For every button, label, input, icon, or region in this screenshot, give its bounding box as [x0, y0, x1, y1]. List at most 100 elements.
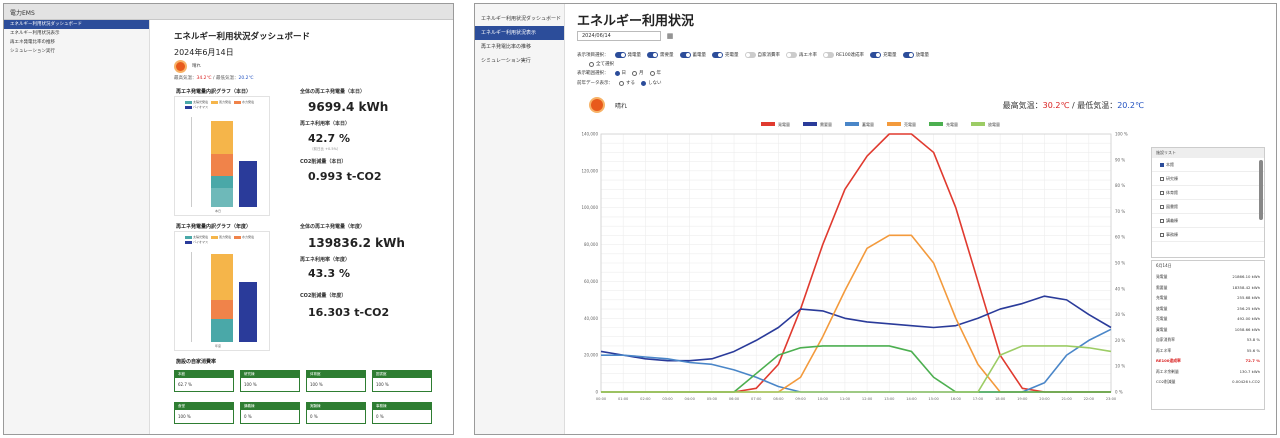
display-toggle[interactable]: 蓄電量	[679, 52, 706, 58]
checkbox[interactable]	[1160, 163, 1164, 167]
rate-card: 実験棟 0 %	[306, 402, 366, 424]
sun-icon	[176, 62, 185, 71]
display-toggle[interactable]: 発電量	[614, 52, 641, 58]
y2-tick-label: 50 %	[1115, 261, 1125, 266]
yearly-stack-bar	[211, 254, 233, 342]
series-line	[601, 345, 1112, 393]
toggle-switch[interactable]	[712, 52, 723, 58]
temp-high: 30.2℃	[1042, 101, 1070, 110]
display-toggle[interactable]: 需要量	[647, 52, 674, 58]
display-toggle[interactable]: 再エネ率	[786, 52, 817, 58]
toggle-switch[interactable]	[679, 52, 691, 58]
rate-card: 研究棟 100 %	[240, 370, 300, 392]
facility-list-scrollbar[interactable]	[1259, 160, 1263, 220]
daily-legend: 太陽光発電 風力発電 水力発電 バイオマス	[185, 100, 265, 109]
range-year-radio[interactable]	[649, 70, 655, 76]
summary-row: 放電量 256.25 kWh	[1156, 304, 1260, 315]
facility-list-item[interactable]: 事務棟	[1152, 228, 1264, 242]
sidebar-item-ratio[interactable]: 再エネ発電比率の推移	[10, 40, 55, 45]
summary-value: 492.00 kWh	[1237, 316, 1260, 321]
checkbox[interactable]	[1160, 191, 1164, 195]
usage-window: エネルギー利用状況ダッシュボード エネルギー利用状況表示 再エネ発電比率の推移 …	[474, 3, 1277, 435]
series-line	[601, 345, 1111, 393]
display-toggle[interactable]: 売電量	[712, 52, 739, 58]
rate-card-name: 事務棟	[373, 403, 431, 410]
sidebar-item-usage[interactable]: エネルギー利用状況表示	[10, 31, 60, 36]
range-month-radio[interactable]	[632, 70, 637, 76]
summary-key: 発電量	[1156, 274, 1168, 279]
facility-list-item[interactable]: 講義棟	[1152, 214, 1264, 228]
sidebar-item-dashboard[interactable]: エネルギー利用状況ダッシュボード	[481, 16, 562, 22]
range-day-radio[interactable]	[614, 70, 620, 76]
toggle-label: 再エネ率	[799, 53, 817, 58]
daily-co2-label: CO2削減量（本日）	[300, 159, 347, 165]
facility-list: 施設リスト 本館 研究棟 体育館 図書館 講義棟 事務棟	[1151, 147, 1265, 258]
summary-value: 55.6 %	[1246, 347, 1260, 353]
daily-chart-title: 再エネ発電量内訳グラフ（本日）	[176, 89, 252, 95]
summary-row: 売電量 492.00 kWh	[1156, 314, 1260, 325]
rate-card-name: 研究棟	[241, 371, 299, 378]
display-toggle[interactable]: 自家消費率	[744, 52, 780, 58]
x-tick-label: 13:00	[884, 397, 895, 401]
rate-card-value: 100 %	[244, 382, 257, 387]
sidebar-item-dashboard[interactable]: エネルギー利用状況ダッシュボード	[4, 20, 149, 29]
rate-card-name: 本館	[175, 371, 233, 378]
sidebar-item-usage[interactable]: エネルギー利用状況表示	[475, 26, 564, 40]
summary-row: 再エネ余剰量 130.7 kWh	[1156, 367, 1260, 378]
y-tick-label: 40,000	[584, 316, 598, 321]
toggle-switch[interactable]	[647, 52, 658, 58]
checkbox[interactable]	[1160, 177, 1164, 181]
display-toggle[interactable]: 充電量	[870, 52, 897, 58]
prev-year-off-radio[interactable]	[641, 80, 646, 86]
x-tick-label: 21:00	[1061, 397, 1072, 401]
legend-swatch	[845, 122, 859, 126]
calendar-icon[interactable]: ▦	[666, 32, 674, 40]
rate-card-value: 0 %	[376, 414, 384, 419]
date-input[interactable]: 2024/06/14	[577, 31, 661, 41]
display-toggle[interactable]: RE100達成率	[823, 52, 864, 58]
daily-total-bar	[239, 161, 257, 207]
x-tick-label: 19:00	[1017, 397, 1028, 401]
prev-year-on-radio[interactable]	[619, 80, 624, 86]
checkbox[interactable]	[1160, 219, 1164, 223]
toggle-switch[interactable]	[823, 52, 834, 58]
daily-co2-value: 0.993 t-CO2	[308, 170, 382, 183]
facility-list-item[interactable]: 図書館	[1152, 200, 1264, 214]
sidebar: エネルギー利用状況ダッシュボード エネルギー利用状況表示 再エネ発電比率の推移 …	[4, 20, 150, 434]
summary-row: 発電量 21866.10 kWh	[1156, 272, 1260, 283]
facility-list-item[interactable]: 体育館	[1152, 186, 1264, 200]
toggle-switch[interactable]	[870, 52, 882, 58]
summary-value: 256.25 kWh	[1237, 305, 1260, 311]
toggle-switch[interactable]	[786, 52, 797, 58]
facility-list-item[interactable]: 研究棟	[1152, 172, 1264, 186]
summary-panel: 6月14日 発電量 21866.10 kWh 需要量 18358.42 kWh 充電量 2…	[1151, 260, 1265, 410]
sidebar-item-simulation[interactable]: シミュレーション実行	[10, 49, 55, 54]
x-tick-label: 12:00	[862, 397, 873, 401]
toggle-switch[interactable]	[744, 52, 756, 58]
rate-card: 講義棟 0 %	[240, 402, 300, 424]
temperature-readout: 最高気温：34.2℃ / 最低気温：20.2℃	[174, 76, 254, 81]
x-tick-label: 20:00	[1039, 397, 1050, 401]
checkbox[interactable]	[1160, 233, 1164, 237]
summary-key: 充電量	[1156, 295, 1168, 300]
select-all-checkbox[interactable]	[589, 61, 594, 67]
summary-value: 21866.10 kWh	[1232, 274, 1260, 279]
toggle-switch[interactable]	[614, 52, 626, 58]
display-toggle[interactable]: 放電量	[902, 52, 929, 58]
x-tick-label: 02:00	[640, 397, 651, 401]
rate-card-name: 図書館	[373, 371, 431, 378]
sidebar-item-simulation[interactable]: シミュレーション実行	[481, 58, 531, 64]
yearly-legend: 太陽光発電 風力発電 水力発電 バイオマス	[185, 235, 265, 244]
legend-label: 売電量	[904, 121, 916, 127]
facility-list-item[interactable]: 本館	[1152, 158, 1264, 172]
toggle-switch[interactable]	[902, 52, 914, 58]
summary-key: CO2削減量	[1156, 379, 1176, 384]
sidebar-item-ratio[interactable]: 再エネ発電比率の推移	[481, 44, 532, 50]
y2-tick-label: 80 %	[1115, 183, 1125, 188]
yearly-axis	[191, 252, 205, 342]
summary-key: 買電量	[1156, 326, 1168, 332]
dashboard-window: 電力EMS エネルギー利用状況ダッシュボード エネルギー利用状況表示 再エネ発電…	[3, 3, 454, 435]
toggle-label: RE100達成率	[836, 53, 865, 58]
checkbox[interactable]	[1160, 205, 1164, 209]
summary-value: 255.68 kWh	[1237, 295, 1260, 300]
